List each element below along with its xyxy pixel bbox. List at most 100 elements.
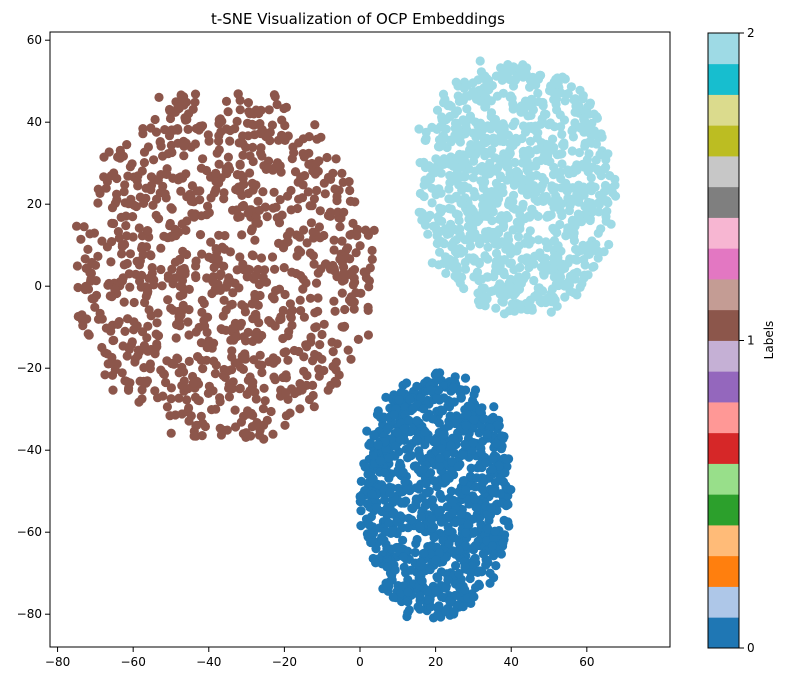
- scatter-point-label-0: [475, 406, 485, 416]
- scatter-point-label-1: [346, 297, 356, 307]
- scatter-point-label-1: [145, 250, 155, 260]
- scatter-point-label-0: [446, 440, 456, 450]
- scatter-point-label-1: [331, 154, 341, 164]
- scatter-point-label-0: [362, 426, 372, 436]
- scatter-point-label-0: [380, 526, 390, 537]
- scatter-point-label-1: [174, 368, 184, 378]
- scatter-point-label-1: [325, 207, 335, 217]
- scatter-point-label-0: [460, 373, 471, 383]
- scatter-point-label-0: [427, 514, 437, 524]
- scatter-point-label-2: [476, 297, 486, 307]
- scatter-point-label-1: [286, 311, 296, 321]
- scatter-point-label-2: [491, 261, 501, 271]
- scatter-point-label-1: [267, 120, 277, 130]
- scatter-point-label-1: [224, 383, 234, 393]
- scatter-point-label-2: [532, 133, 542, 143]
- colorbar-segment: [708, 463, 739, 495]
- scatter-point-label-0: [394, 395, 404, 405]
- scatter-point-label-2: [431, 190, 441, 200]
- scatter-point-label-1: [343, 243, 353, 253]
- scatter-point-label-2: [475, 56, 485, 66]
- scatter-point-label-0: [476, 448, 486, 458]
- scatter-point-label-1: [141, 183, 151, 193]
- scatter-point-label-2: [585, 215, 595, 226]
- scatter-point-label-1: [257, 125, 267, 135]
- scatter-point-label-2: [579, 273, 589, 283]
- scatter-point-label-2: [489, 272, 499, 282]
- scatter-point-label-2: [471, 150, 481, 160]
- scatter-point-label-0: [406, 565, 416, 575]
- scatter-point-label-1: [107, 203, 118, 213]
- scatter-point-label-1: [223, 152, 233, 162]
- scatter-point-label-1: [137, 394, 147, 404]
- x-tick-label: 20: [428, 655, 443, 669]
- scatter-point-label-2: [437, 115, 447, 125]
- scatter-point-label-2: [487, 80, 497, 91]
- scatter-point-label-1: [254, 318, 264, 328]
- scatter-point-label-1: [277, 210, 287, 220]
- scatter-point-label-1: [346, 354, 356, 364]
- scatter-point-label-1: [305, 201, 315, 211]
- scatter-point-label-1: [295, 271, 306, 281]
- scatter-point-label-1: [230, 358, 240, 368]
- scatter-point-label-2: [499, 309, 509, 319]
- scatter-point-label-0: [415, 591, 425, 601]
- scatter-point-label-1: [337, 168, 347, 178]
- scatter-point-label-0: [506, 485, 516, 495]
- scatter-point-label-0: [435, 453, 445, 463]
- scatter-point-label-1: [316, 132, 326, 142]
- scatter-point-label-0: [415, 452, 425, 462]
- scatter-point-label-1: [243, 406, 253, 416]
- scatter-point-label-1: [89, 228, 99, 238]
- scatter-point-label-1: [270, 92, 280, 102]
- scatter-point-label-1: [254, 108, 264, 119]
- scatter-point-label-1: [153, 308, 163, 318]
- scatter-point-label-0: [395, 458, 405, 468]
- scatter-point-label-1: [249, 355, 259, 365]
- scatter-point-label-0: [389, 410, 399, 420]
- scatter-point-label-2: [572, 267, 582, 277]
- scatter-point-label-0: [399, 424, 409, 434]
- scatter-point-label-0: [401, 378, 412, 388]
- scatter-point-label-0: [465, 401, 475, 411]
- scatter-point-label-0: [461, 485, 471, 495]
- scatter-point-label-2: [525, 136, 536, 146]
- scatter-point-label-2: [501, 72, 511, 82]
- scatter-point-label-1: [218, 311, 228, 321]
- scatter-point-label-0: [488, 412, 498, 422]
- scatter-point-label-1: [166, 394, 176, 404]
- scatter-point-label-0: [497, 431, 507, 441]
- scatter-point-label-2: [522, 157, 532, 167]
- scatter-point-label-0: [447, 508, 457, 518]
- scatter-point-label-1: [243, 98, 253, 108]
- scatter-point-label-0: [469, 415, 479, 425]
- scatter-point-label-1: [248, 251, 258, 261]
- scatter-point-label-1: [311, 278, 322, 288]
- scatter-point-label-0: [421, 479, 431, 489]
- scatter-point-label-1: [101, 323, 111, 333]
- scatter-point-label-1: [167, 264, 177, 274]
- scatter-point-label-2: [533, 235, 544, 245]
- scatter-point-label-2: [496, 136, 506, 146]
- scatter-point-label-2: [561, 231, 571, 241]
- scatter-point-label-0: [404, 415, 414, 425]
- scatter-point-label-2: [417, 208, 427, 218]
- scatter-point-label-2: [533, 74, 544, 84]
- scatter-point-label-0: [460, 562, 470, 572]
- scatter-point-label-1: [310, 323, 320, 333]
- scatter-point-label-0: [441, 473, 451, 483]
- scatter-point-label-2: [605, 171, 615, 181]
- scatter-point-label-2: [464, 253, 474, 263]
- colorbar: 0 1 2: [707, 26, 755, 655]
- scatter-point-label-1: [199, 316, 209, 326]
- scatter-point-label-2: [521, 256, 532, 266]
- scatter-point-label-0: [461, 528, 471, 538]
- scatter-point-label-1: [218, 371, 228, 381]
- scatter-point-label-1: [279, 348, 289, 358]
- scatter-point-label-2: [575, 123, 585, 133]
- scatter-point-label-0: [362, 499, 373, 509]
- scatter-point-label-2: [526, 110, 536, 120]
- scatter-point-label-2: [525, 82, 535, 92]
- scatter-point-label-0: [434, 507, 444, 517]
- scatter-point-label-1: [258, 404, 268, 414]
